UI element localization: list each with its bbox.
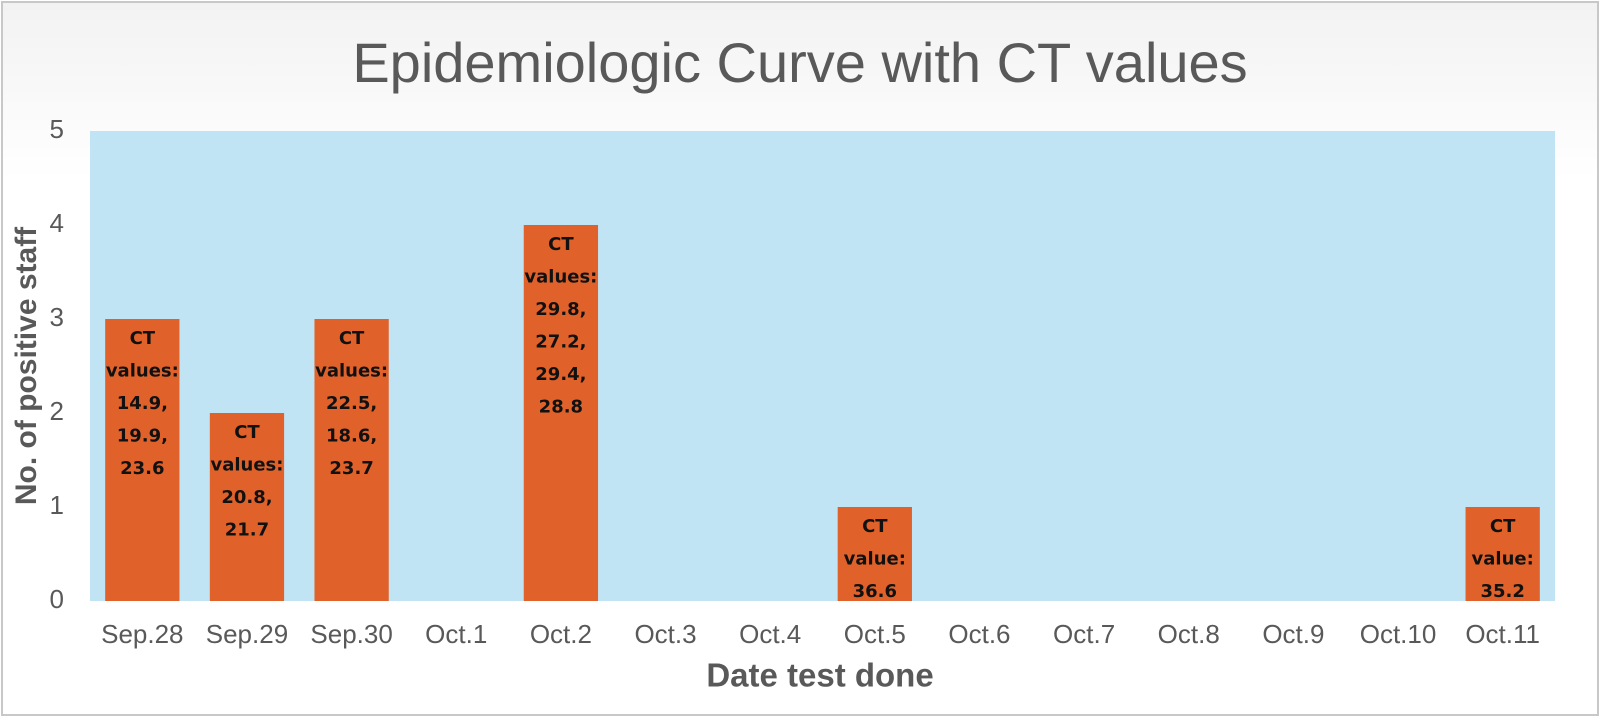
bar <box>1465 507 1540 601</box>
bar-annotation: 23.6 <box>120 458 164 479</box>
bar <box>837 507 912 601</box>
x-tick-label: Oct.6 <box>948 619 1010 649</box>
y-tick-label: 0 <box>50 584 64 614</box>
y-axis-label: No. of positive staff <box>10 226 43 505</box>
bar-annotation: 18.6, <box>326 426 377 447</box>
x-tick-label: Oct.1 <box>425 619 487 649</box>
bar-annotation: 27.2, <box>535 332 586 353</box>
bar-annotation: 14.9, <box>117 393 168 414</box>
y-tick-label: 5 <box>50 114 64 144</box>
x-axis-label: Date test done <box>706 657 933 694</box>
bar-annotation: 22.5, <box>326 393 377 414</box>
x-tick-label: Oct.3 <box>634 619 696 649</box>
y-tick-label: 1 <box>50 490 64 520</box>
x-tick-label: Oct.8 <box>1158 619 1220 649</box>
bar-annotation: 36.6 <box>853 581 897 602</box>
bar-annotation: 29.4, <box>535 364 586 385</box>
x-tick-label: Oct.5 <box>844 619 906 649</box>
bar-annotation: CT <box>339 328 365 349</box>
x-tick-label: Oct.7 <box>1053 619 1115 649</box>
x-tick-label: Sep.28 <box>101 619 183 649</box>
bar-annotation: 28.8 <box>539 397 583 418</box>
plot-area <box>90 131 1555 601</box>
bar-annotation: values: <box>210 455 283 476</box>
x-tick-label: Oct.4 <box>739 619 801 649</box>
x-tick-label: Oct.10 <box>1360 619 1437 649</box>
x-tick-label: Oct.2 <box>530 619 592 649</box>
bar-annotation: 20.8, <box>221 487 272 508</box>
bar-annotation: CT <box>1490 516 1516 537</box>
bar-annotation: 29.8, <box>535 299 586 320</box>
bar-annotation: 23.7 <box>329 458 373 479</box>
bar-annotation: CT <box>548 234 574 255</box>
bar-annotation: 21.7 <box>225 520 269 541</box>
bar <box>105 319 180 601</box>
bar <box>209 413 285 601</box>
x-tick-label: Sep.30 <box>310 619 392 649</box>
bar-annotation: value: <box>1472 549 1534 570</box>
bar-annotation: values: <box>315 361 388 382</box>
bar <box>314 319 389 601</box>
bar-annotation: CT <box>862 516 888 537</box>
x-tick-label: Oct.11 <box>1465 619 1540 649</box>
x-tick-label: Oct.9 <box>1262 619 1324 649</box>
bar-annotation: 35.2 <box>1480 581 1524 602</box>
bar-annotation: value: <box>844 549 906 570</box>
chart-title: Epidemiologic Curve with CT values <box>352 31 1247 94</box>
bar-annotation: values: <box>106 361 179 382</box>
bar-annotation: CT <box>234 422 260 443</box>
bar-annotation: values: <box>524 267 597 288</box>
bar-annotation: CT <box>130 328 156 349</box>
bar <box>523 225 599 601</box>
x-tick-label: Sep.29 <box>206 619 288 649</box>
y-tick-label: 4 <box>50 208 64 238</box>
bar-annotation: 19.9, <box>117 426 168 447</box>
y-tick-label: 2 <box>50 396 64 426</box>
y-tick-label: 3 <box>50 302 64 332</box>
